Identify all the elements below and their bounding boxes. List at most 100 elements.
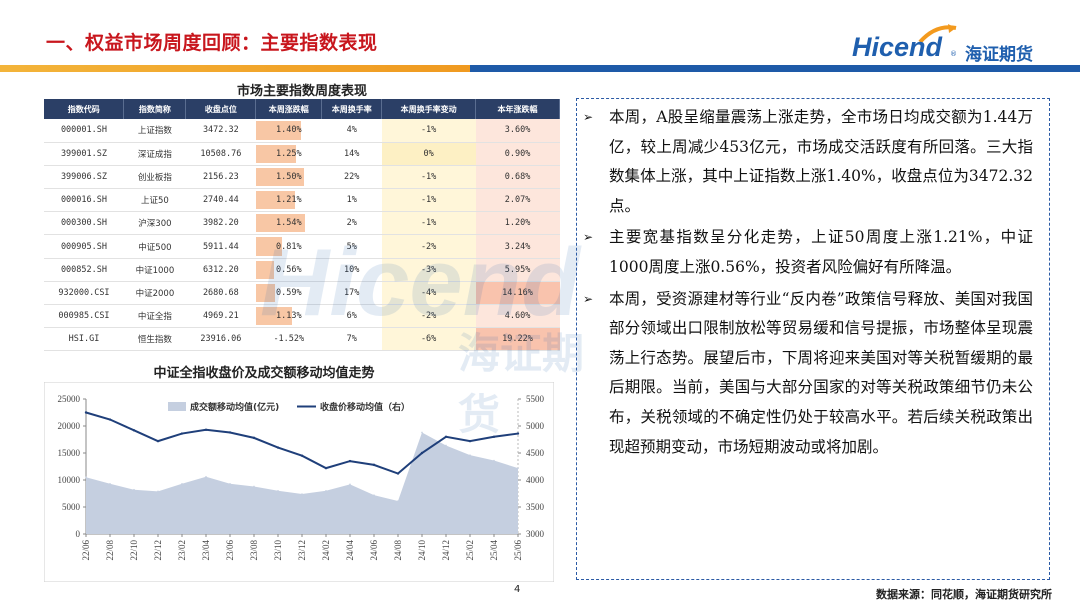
weekly-change-bar — [255, 191, 295, 210]
turnover-data-point — [205, 475, 207, 478]
commentary-text: 本周，受资源建材等行业“反内卷”政策信号释放、美国对我国部分领域出口限制放松等贸… — [609, 289, 1033, 456]
cell-ytd-change: 14.16% — [475, 281, 560, 306]
cell-ytd-change: 1.20% — [475, 211, 560, 236]
weekly-change-bar — [255, 167, 305, 187]
cell-weekly-change: 0.59% — [255, 281, 322, 306]
y-right-tick-label: 3500 — [526, 502, 545, 512]
x-tick-label: 23/04 — [201, 540, 211, 561]
cell-turnover-change: -4% — [381, 281, 476, 306]
company-logo: Hicend ® 海证期货 — [852, 24, 1062, 68]
cell-ytd-change: 3.24% — [475, 234, 560, 259]
cell-weekly-change: 1.21% — [255, 188, 322, 213]
cell-index-code: 000985.CSI — [44, 304, 124, 329]
close-price-data-point — [372, 463, 376, 467]
y-left-tick-label: 20000 — [58, 421, 81, 431]
cell-turnover-change: -3% — [381, 258, 476, 282]
cell-ytd-change: 5.95% — [475, 258, 560, 282]
cell-turnover-change: -6% — [381, 327, 476, 352]
table-row: 399006.SZ 创业板指 2156.23 1.50% 22% -1% 0.68% — [44, 165, 560, 190]
x-tick-label: 23/06 — [225, 540, 235, 561]
table-row: 000300.SH 沪深300 3982.20 1.54% 2% -1% 1.20% — [44, 211, 560, 236]
y-left-tick-label: 10000 — [58, 475, 81, 485]
turnover-data-point — [349, 483, 351, 486]
weekly-change-text: 1.21% — [276, 195, 302, 206]
cell-close: 3982.20 — [185, 211, 256, 236]
cell-weekly-change: 0.56% — [255, 258, 322, 282]
cell-weekly-change: 1.50% — [255, 165, 322, 190]
x-tick-label: 25/02 — [465, 540, 475, 561]
column-header-code: 指数代码 — [44, 99, 125, 119]
cell-index-name: 中证500 — [123, 234, 186, 259]
table-title: 市场主要指数周度表现 — [236, 84, 367, 99]
commentary-paragraph: ➢ 本周，A股呈缩量震荡上涨走势，全市场日均成交额为1.44万亿，较上周减少45… — [583, 103, 1033, 221]
y-right-tick-label: 5000 — [526, 421, 545, 431]
page-title: 一、权益市场周度回顾：主要指数表现 — [46, 32, 378, 54]
x-tick-label: 23/08 — [249, 540, 259, 561]
close-price-data-point — [420, 451, 424, 455]
x-tick-label: 24/12 — [441, 540, 451, 561]
x-tick-label: 25/06 — [513, 540, 523, 561]
header-divider — [0, 65, 1080, 72]
table-row: 000985.CSI 中证全指 4969.21 1.13% 6% -2% 4.60% — [44, 304, 560, 329]
cell-turnover: 7% — [321, 327, 382, 352]
cell-turnover: 10% — [321, 258, 382, 282]
close-price-data-point — [252, 436, 256, 440]
x-tick-label: 23/12 — [297, 540, 307, 561]
turnover-price-chart: 0 5000 10000 15000 20000 25000 3000 3500 4000 450… — [44, 382, 554, 582]
index-performance-table: 指数代码 指数简称 收盘点位 本周涨跌幅 本周换手率 本周换手率变动 本年涨跌幅… — [44, 99, 560, 352]
commentary-paragraph: ➢ 本周，受资源建材等行业“反内卷”政策信号释放、美国对我国部分领域出口限制放松… — [583, 285, 1033, 463]
cell-turnover: 17% — [321, 281, 382, 306]
header-bar-blue — [470, 65, 1080, 72]
cell-index-code: HSI.GI — [44, 327, 124, 352]
cell-turnover: 4% — [321, 119, 382, 143]
cell-weekly-change: 1.54% — [255, 211, 322, 236]
turnover-data-point — [517, 467, 519, 469]
close-price-data-point — [348, 459, 352, 463]
close-price-data-point — [228, 431, 232, 434]
cell-turnover: 1% — [321, 188, 382, 213]
legend-area-swatch — [168, 402, 186, 411]
cell-turnover-change: -1% — [381, 188, 476, 213]
commentary-box: ➢ 本周，A股呈缩量震荡上涨走势，全市场日均成交额为1.44万亿，较上周减少45… — [576, 98, 1050, 580]
cell-close: 2680.68 — [185, 281, 256, 306]
turnover-data-point — [133, 488, 135, 491]
y-right-tick-label: 4000 — [526, 475, 545, 485]
cell-close: 6312.20 — [185, 258, 256, 282]
cell-index-name: 创业板指 — [123, 165, 186, 190]
weekly-change-text: 1.25% — [276, 148, 302, 159]
x-tick-label: 24/10 — [417, 540, 427, 561]
cell-ytd-change: 2.07% — [475, 188, 560, 213]
turnover-data-point — [277, 490, 279, 492]
table-row: 000016.SH 上证50 2740.44 1.21% 1% -1% 2.07% — [44, 188, 560, 213]
weekly-change-bar — [255, 144, 296, 163]
x-tick-label: 25/04 — [489, 540, 499, 561]
cell-index-code: 000300.SH — [44, 211, 124, 236]
cell-turnover: 5% — [321, 234, 382, 259]
cell-turnover-change: -2% — [381, 234, 476, 259]
column-header-weekly-change: 本周涨跌幅 — [255, 99, 323, 119]
header-bar-orange — [0, 65, 470, 72]
table-header-row: 指数代码 指数简称 收盘点位 本周涨跌幅 本周换手率 本周换手率变动 本年涨跌幅 — [44, 99, 560, 119]
column-header-turnover: 本周换手率 — [321, 99, 383, 119]
turnover-data-point — [109, 482, 111, 485]
weekly-change-bar — [255, 214, 306, 233]
cell-turnover: 2% — [321, 211, 382, 236]
close-price-data-point — [444, 435, 448, 438]
close-price-data-point — [468, 439, 472, 443]
cell-ytd-change: 0.68% — [475, 165, 560, 190]
close-price-data-point — [204, 428, 208, 431]
turnover-data-point — [493, 459, 495, 462]
commentary-text: 本周，A股呈缩量震荡上涨走势，全市场日均成交额为1.44万亿，较上周减少453亿… — [609, 108, 1033, 215]
turnover-data-point — [181, 482, 183, 485]
x-tick-label: 22/10 — [129, 540, 139, 561]
close-price-data-point — [492, 435, 496, 438]
y-left-tick-label: 25000 — [58, 394, 81, 404]
column-header-turnover-change: 本周换手率变动 — [381, 99, 477, 119]
turnover-data-point — [253, 485, 255, 488]
column-header-name: 指数简称 — [123, 99, 187, 119]
cell-index-name: 中证1000 — [123, 258, 186, 282]
page-number: 4 — [514, 584, 521, 595]
cell-index-code: 000001.SH — [44, 119, 124, 143]
weekly-change-text: 1.13% — [276, 311, 302, 322]
close-price-data-point — [324, 466, 328, 470]
